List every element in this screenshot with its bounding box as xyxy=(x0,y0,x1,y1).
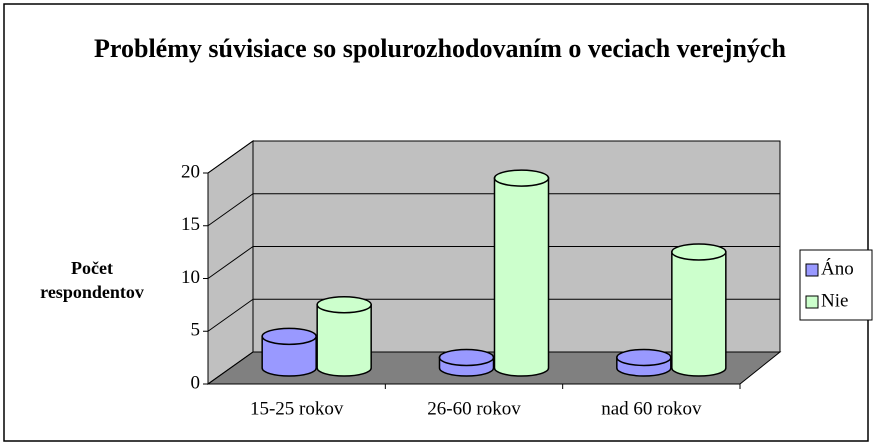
cylinder xyxy=(316,295,372,377)
y-tick-label: 20 xyxy=(181,161,200,182)
cylinder xyxy=(493,169,550,377)
grid-line-side xyxy=(207,193,254,227)
y-tick-label: 0 xyxy=(191,372,201,393)
grid-line-side xyxy=(207,298,254,332)
cylinder-top xyxy=(616,348,672,367)
legend-label: Nie xyxy=(821,290,848,311)
x-tick-label: 15-25 rokov xyxy=(250,398,344,419)
cylinder-body xyxy=(316,303,372,377)
legend-label: Áno xyxy=(821,257,854,279)
cylinder-body xyxy=(493,177,550,377)
cylinder xyxy=(261,327,317,377)
y-axis-label: Počet respondentov xyxy=(40,258,144,302)
cylinder-top xyxy=(316,295,372,314)
cylinder xyxy=(671,243,727,377)
cylinder-body xyxy=(261,335,317,377)
cylinder xyxy=(438,348,495,377)
chart-title: Problémy súvisiace so spolurozhodovaním … xyxy=(94,34,786,63)
grid-line-side xyxy=(207,246,254,279)
grid-line-side xyxy=(207,351,254,385)
x-tick-label: 26-60 rokov xyxy=(427,398,521,419)
y-tick-label: 5 xyxy=(191,320,201,341)
cylinder-top xyxy=(261,327,317,346)
cylinder-body xyxy=(671,251,727,377)
legend-swatch xyxy=(805,295,819,309)
cylinder-top xyxy=(671,243,727,261)
grid-line-side xyxy=(207,140,254,174)
y-tick-label: 15 xyxy=(181,214,200,235)
cylinder xyxy=(616,348,672,377)
x-tick-label: nad 60 rokov xyxy=(601,398,702,419)
cylinder-top xyxy=(438,348,495,367)
cylinder-top xyxy=(493,169,550,187)
y-tick-label: 10 xyxy=(181,267,200,288)
legend-swatch xyxy=(805,263,819,277)
